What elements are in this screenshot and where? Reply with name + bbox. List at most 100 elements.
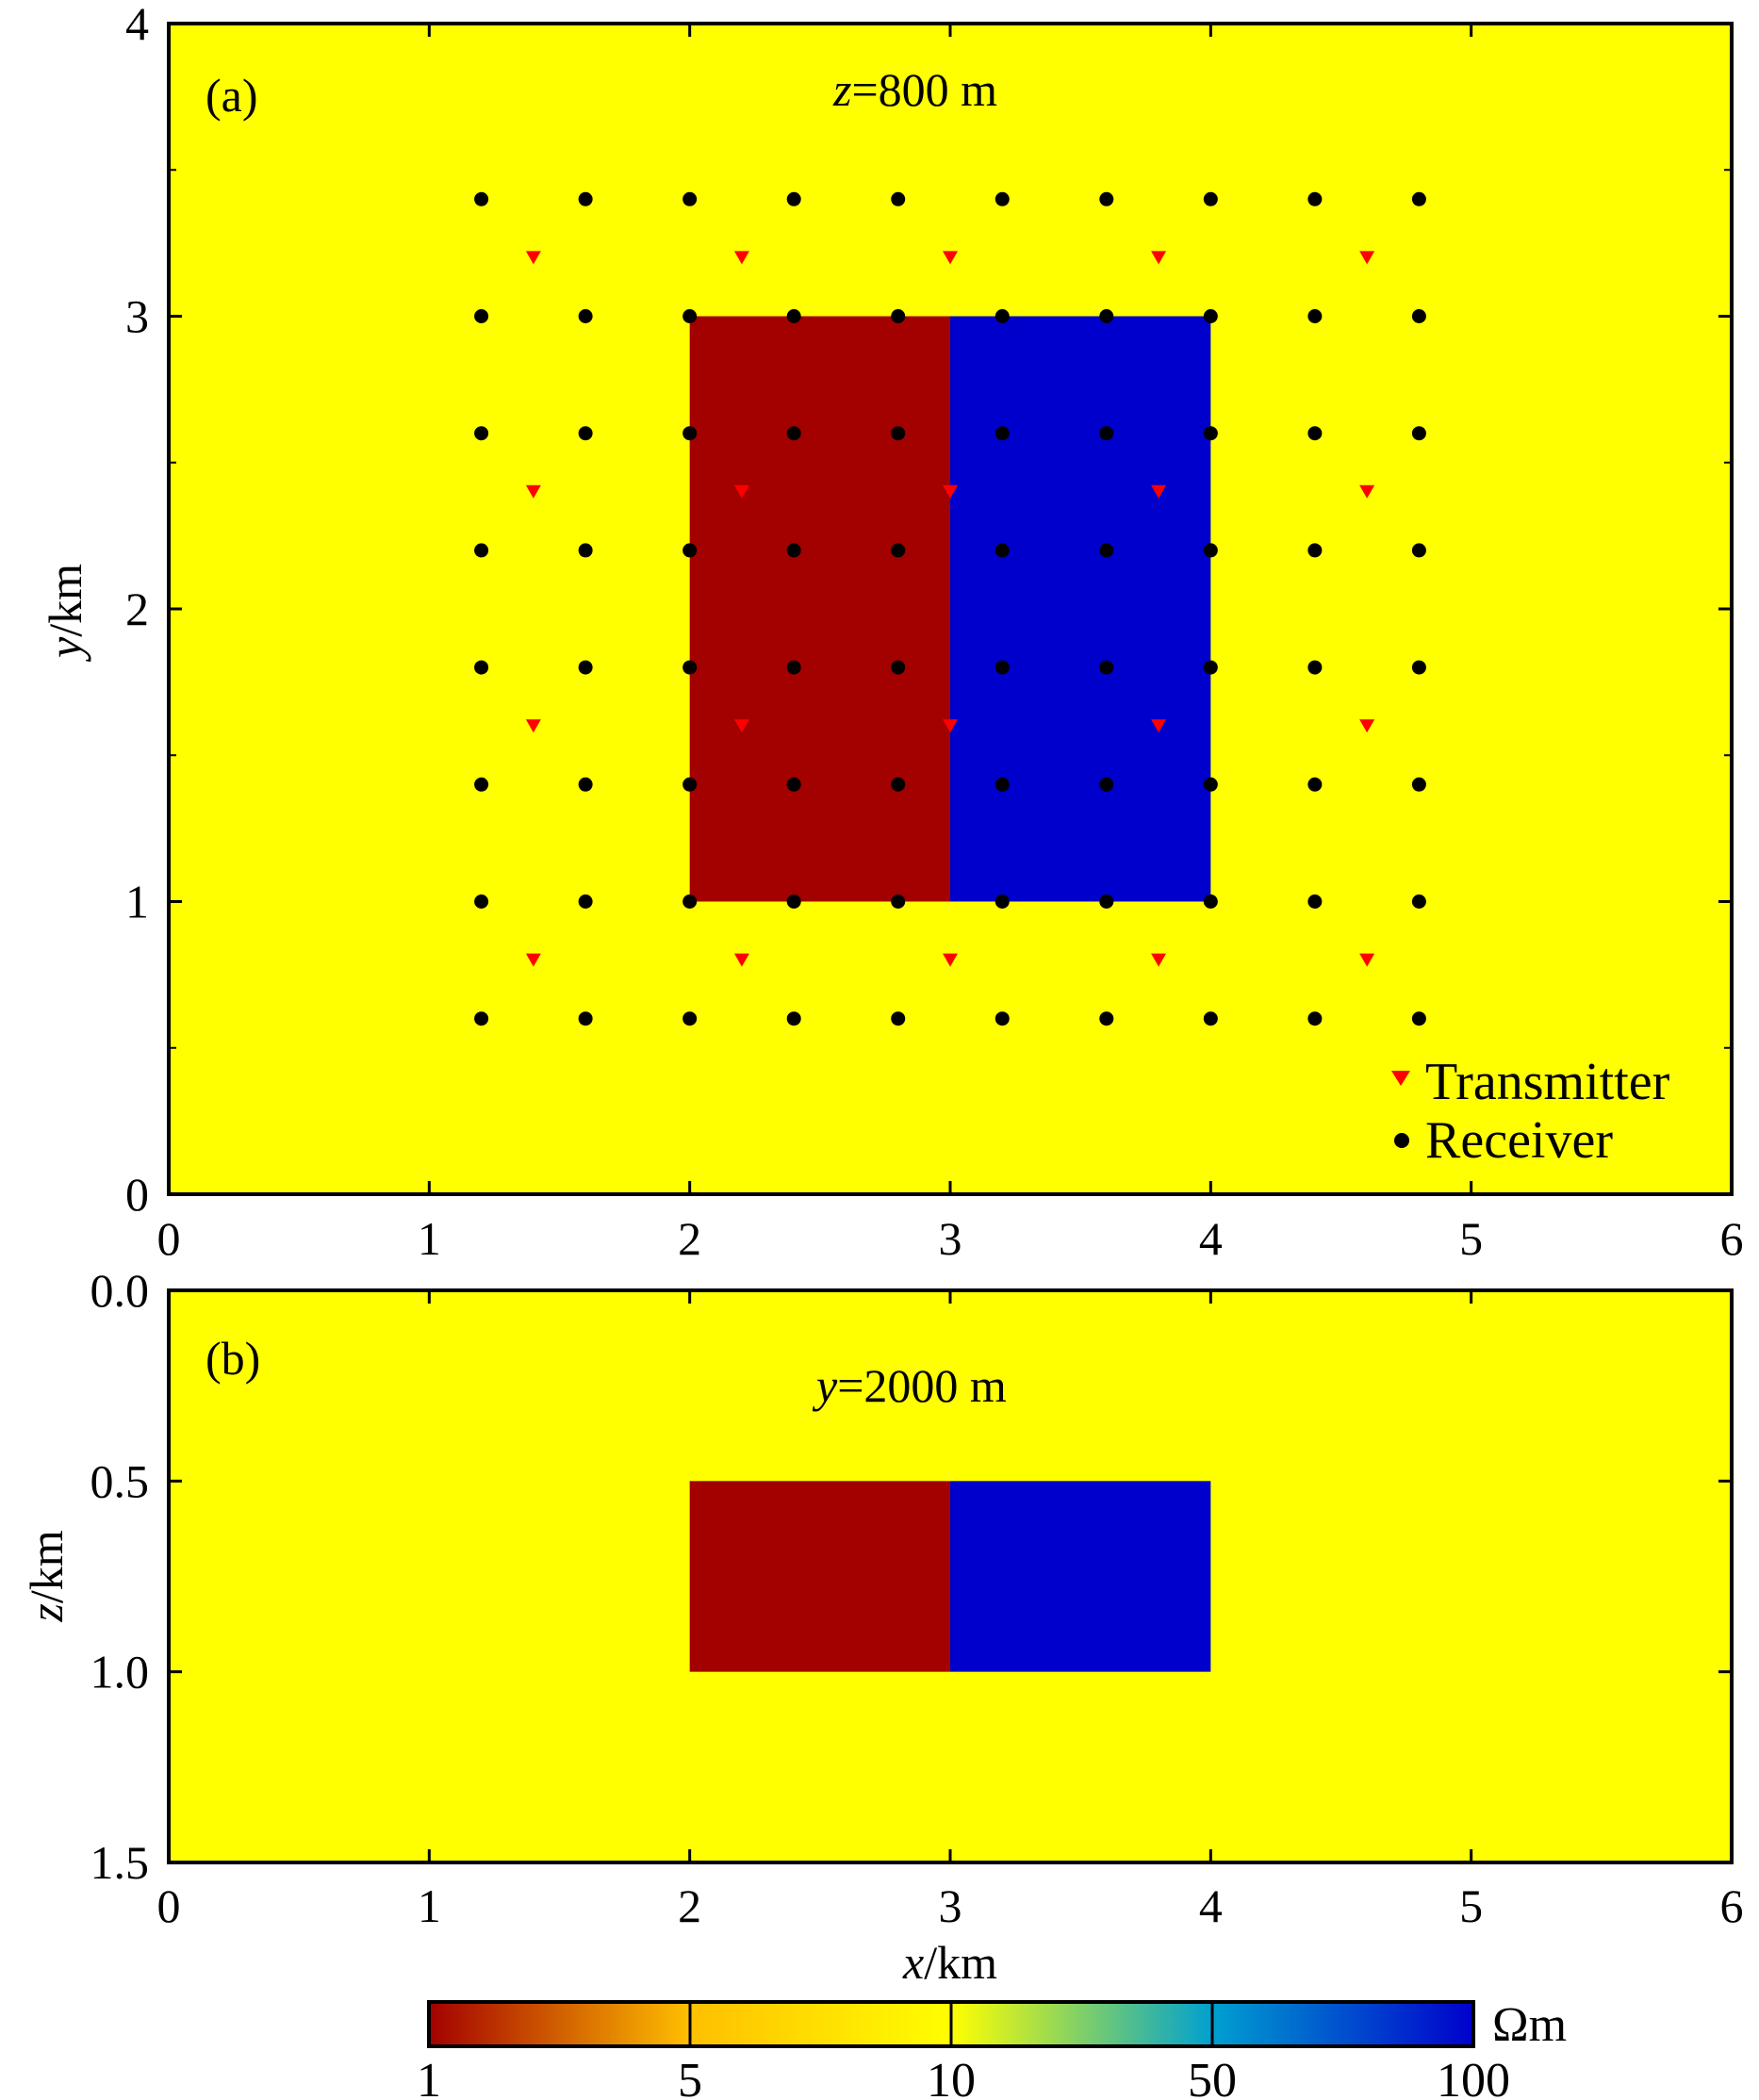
receiver-point: [1099, 543, 1114, 558]
receiver-point: [1411, 1011, 1426, 1026]
transmitter-point: [1359, 953, 1375, 967]
receiver-point: [578, 777, 593, 792]
receiver-point: [1307, 777, 1323, 792]
panel-a-y-tick-label: 2: [125, 582, 149, 635]
receiver-point: [1203, 426, 1218, 441]
transmitter-point: [943, 484, 958, 499]
receiver-point: [891, 660, 906, 675]
colorbar-unit-label: Ωm: [1492, 1998, 1567, 2052]
receiver-point: [786, 894, 801, 909]
receiver-point: [786, 660, 801, 675]
panel-b-x-tick-label: 3: [939, 1879, 962, 1932]
receiver-point: [578, 426, 593, 441]
transmitter-point: [943, 719, 958, 733]
transmitter-point: [1151, 719, 1167, 733]
transmitter-point: [1359, 719, 1375, 733]
panel-b-x-tick-label: 5: [1459, 1879, 1483, 1932]
panel-b-block-2: [950, 1481, 1211, 1672]
panel-b-y-tick-label: 0.0: [90, 1264, 150, 1317]
panel-a-y-tick-label: 1: [125, 876, 149, 928]
panel-a-block-2: [950, 316, 1211, 902]
colorbar-tick-label: 1: [417, 2054, 441, 2100]
panel-a-y-tick-label: 4: [125, 0, 149, 50]
receiver-point: [682, 309, 698, 323]
colorbar-tick-label: 100: [1437, 2054, 1510, 2100]
legend: Transmitter Receiver: [1391, 1053, 1670, 1170]
colorbar-tick-label: 5: [678, 2054, 702, 2100]
transmitter-point: [1151, 484, 1167, 499]
receiver-point: [1203, 660, 1218, 675]
panel-b-subtitle: y=2000 m: [812, 1359, 1007, 1412]
panel-b-x-tick-label: 2: [678, 1879, 701, 1932]
receiver-point: [891, 777, 906, 792]
receiver-point: [891, 309, 906, 323]
receiver-point: [474, 777, 489, 792]
receiver-point: [1411, 660, 1426, 675]
receiver-point: [1307, 426, 1323, 441]
transmitter-point: [733, 719, 749, 733]
panel-a-subtitle: z=800 m: [832, 63, 997, 116]
receiver-point: [1099, 777, 1114, 792]
receiver-point: [1307, 191, 1323, 206]
panel-a-x-tick-label: 2: [678, 1212, 701, 1265]
receiver-point: [1307, 543, 1323, 558]
receiver-point: [995, 426, 1010, 441]
receiver-point: [1099, 309, 1114, 323]
receiver-point: [474, 309, 489, 323]
panel-a-x-tick-label: 1: [418, 1212, 441, 1265]
receiver-point: [1099, 426, 1114, 441]
panel-b-label: (b): [205, 1332, 260, 1385]
receiver-point: [1307, 660, 1323, 675]
receiver-point: [786, 543, 801, 558]
panel-a-y-tick-label: 0: [125, 1168, 149, 1221]
receiver-point: [1203, 309, 1218, 323]
receiver-point: [682, 777, 698, 792]
legend-transmitter-marker: [1391, 1071, 1410, 1086]
receiver-point: [474, 191, 489, 206]
panel-a-x-tick-label: 4: [1199, 1212, 1223, 1265]
receiver-point: [995, 894, 1010, 909]
receiver-point: [891, 191, 906, 206]
transmitter-point: [525, 953, 541, 967]
panel-a-y-axis-label: y/km: [39, 564, 91, 663]
receiver-point: [682, 894, 698, 909]
receiver-point: [474, 543, 489, 558]
panel-a-y-tick-label: 3: [125, 290, 149, 343]
panel-a-label: (a): [205, 69, 258, 122]
receiver-point: [1307, 1011, 1323, 1026]
receiver-point: [1099, 660, 1114, 675]
receiver-point: [682, 191, 698, 206]
panel-a-x-tick-label: 6: [1720, 1212, 1744, 1265]
receiver-point: [1099, 191, 1114, 206]
receiver-point: [578, 894, 593, 909]
receiver-point: [474, 660, 489, 675]
receiver-point: [1307, 894, 1323, 909]
receiver-point: [682, 1011, 698, 1026]
panel-b-y-tick-label: 1.0: [90, 1646, 150, 1698]
receiver-point: [682, 660, 698, 675]
panel-a-block-1: [689, 316, 950, 902]
receiver-point: [1203, 1011, 1218, 1026]
transmitter-point: [525, 484, 541, 499]
transmitter-point: [525, 251, 541, 265]
receiver-point: [474, 894, 489, 909]
transmitter-point: [733, 953, 749, 967]
transmitter-point: [1359, 484, 1375, 499]
panel-b-y-axis-label: z/km: [20, 1530, 73, 1622]
panel-b-y-tick-label: 0.5: [90, 1454, 150, 1507]
receiver-point: [682, 426, 698, 441]
receiver-point: [1203, 894, 1218, 909]
legend-receiver-label: Receiver: [1425, 1111, 1613, 1170]
panel-a-x-tick-label: 3: [939, 1212, 962, 1265]
receiver-point: [1411, 426, 1426, 441]
panel-a-plan-view: 0 1 2 3 4 5 6 0 1 2 3 4 (a) z=800 m y/km Transmitte…: [39, 0, 1744, 1265]
receiver-point: [995, 191, 1010, 206]
legend-transmitter-label: Transmitter: [1425, 1053, 1670, 1111]
receiver-point: [995, 777, 1010, 792]
receiver-point: [1411, 777, 1426, 792]
receiver-point: [786, 426, 801, 441]
transmitter-point: [525, 719, 541, 733]
transmitter-point: [733, 484, 749, 499]
transmitter-point: [733, 251, 749, 265]
